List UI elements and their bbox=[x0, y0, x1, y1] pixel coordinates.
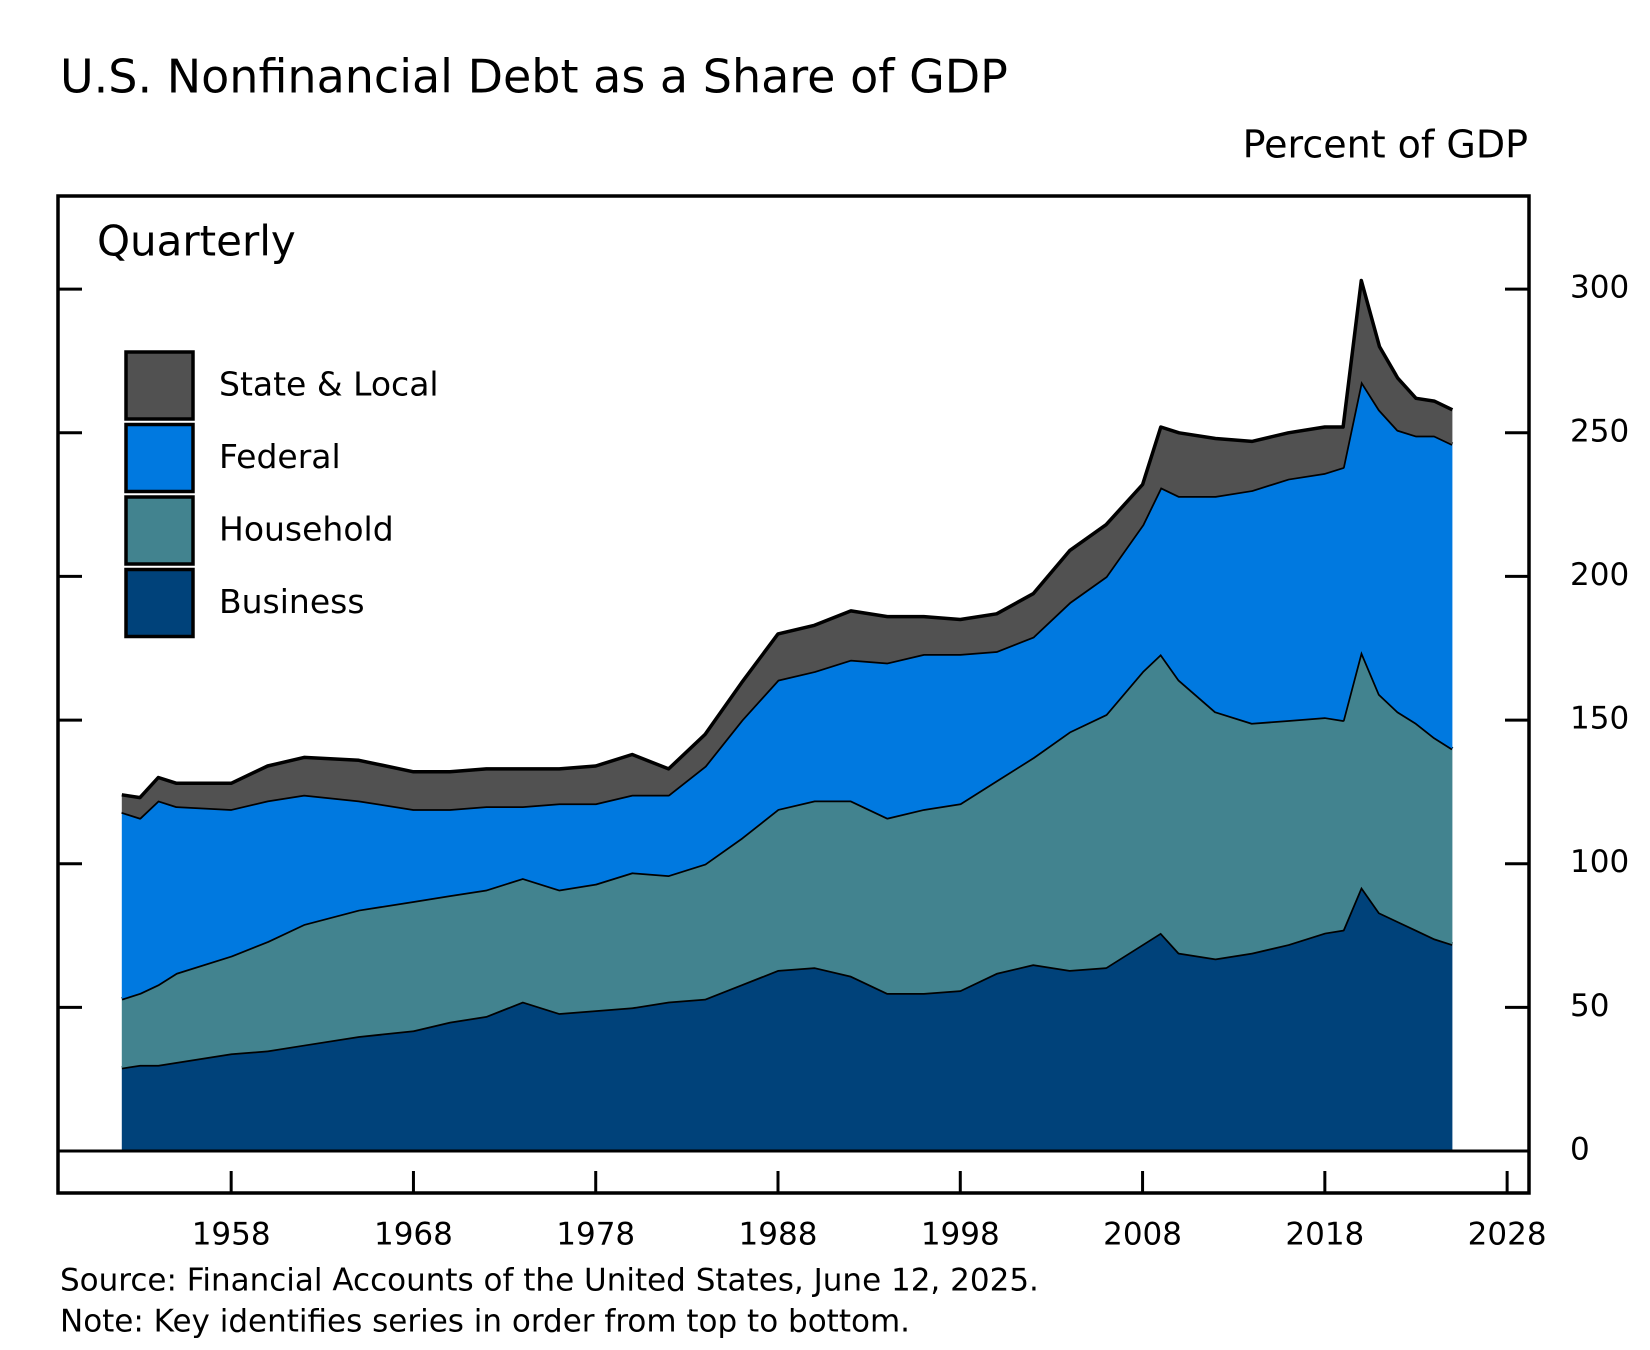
legend-label: State & Local bbox=[219, 365, 439, 404]
x-tick-label: 2018 bbox=[1285, 1217, 1364, 1253]
source-note: Source: Financial Accounts of the United… bbox=[60, 1263, 1039, 1299]
legend-label: Business bbox=[219, 582, 365, 621]
y-tick-label: 150 bbox=[1570, 701, 1629, 737]
x-tick-label: 1998 bbox=[921, 1217, 1000, 1253]
legend-swatch bbox=[124, 495, 195, 566]
y-tick-label: 50 bbox=[1570, 988, 1609, 1024]
x-tick-label: 1978 bbox=[556, 1217, 635, 1253]
y-tick-label: 200 bbox=[1570, 557, 1629, 593]
legend-swatch bbox=[124, 567, 195, 639]
area bbox=[121, 886, 1453, 1152]
y-tick-label: 250 bbox=[1570, 413, 1629, 449]
chart-title: U.S. Nonfinancial Debt as a Share of GDP bbox=[60, 50, 1008, 104]
y-tick-label: 100 bbox=[1570, 844, 1629, 880]
legend-label: Federal bbox=[219, 437, 341, 476]
x-tick-label: 1958 bbox=[192, 1217, 271, 1253]
footnote: Note: Key identifies series in order fro… bbox=[60, 1304, 910, 1340]
legend-swatch bbox=[124, 350, 195, 421]
legend-swatch bbox=[124, 422, 195, 494]
y-tick-label: 0 bbox=[1570, 1132, 1590, 1168]
y-tick-label: 300 bbox=[1570, 270, 1629, 306]
area-outline bbox=[121, 278, 1454, 800]
area bbox=[121, 651, 1453, 1068]
area bbox=[121, 381, 1453, 999]
x-tick-label: 2028 bbox=[1468, 1217, 1547, 1253]
legend-label: Household bbox=[219, 510, 394, 549]
x-tick-label: 2008 bbox=[1103, 1217, 1182, 1253]
annotation: Quarterly bbox=[97, 217, 296, 266]
plot-frame bbox=[56, 194, 1531, 1195]
y-axis-label: Percent of GDP bbox=[1243, 123, 1528, 167]
x-tick-label: 1988 bbox=[739, 1217, 818, 1253]
x-tick-label: 1968 bbox=[374, 1217, 453, 1253]
